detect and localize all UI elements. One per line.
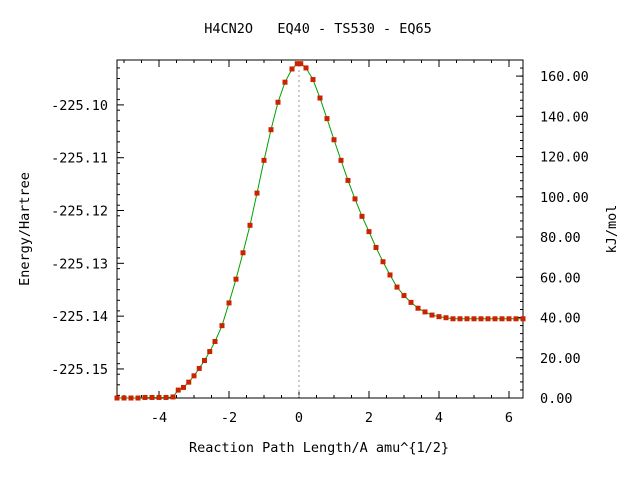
data-point: [401, 293, 407, 299]
data-point: [254, 190, 260, 196]
data-point: [408, 299, 414, 305]
y2-tick-label: 140.00: [540, 109, 589, 125]
y-tick-label: -225.13: [51, 256, 108, 272]
x-tick-label: -2: [221, 410, 237, 426]
x-tick-label: 4: [435, 410, 443, 426]
y-tick-label: -225.12: [51, 204, 108, 220]
data-point: [196, 365, 202, 371]
data-point: [303, 65, 309, 71]
x-tick-label: 6: [505, 410, 513, 426]
data-point: [282, 79, 288, 85]
data-point: [443, 315, 449, 321]
data-point: [298, 61, 304, 67]
data-point: [338, 157, 344, 163]
y-tick-label: -225.15: [51, 362, 108, 378]
data-point: [366, 229, 372, 235]
y-tick-label: -225.10: [51, 98, 108, 114]
data-point: [219, 323, 225, 329]
data-point: [478, 316, 484, 322]
data-point: [261, 157, 267, 163]
data-point: [207, 349, 213, 355]
data-point: [317, 95, 323, 101]
data-point: [352, 196, 358, 202]
data-point: [135, 395, 141, 401]
data-point: [457, 316, 463, 322]
data-point: [310, 77, 316, 83]
y2-axis-label: kJ/mol: [604, 205, 620, 254]
x-tick-label: 0: [295, 410, 303, 426]
data-point: [202, 358, 207, 363]
data-point: [149, 394, 155, 400]
data-point: [186, 379, 192, 385]
data-point: [142, 394, 148, 400]
data-point: [128, 395, 134, 401]
data-point: [275, 99, 281, 105]
data-point: [387, 272, 393, 278]
data-point: [450, 316, 456, 322]
y2-tick-label: 80.00: [540, 230, 581, 246]
plot-frame: [116, 59, 524, 399]
y2-tick-label: 40.00: [540, 311, 581, 327]
y2-tick-label: 100.00: [540, 190, 589, 206]
data-point: [485, 316, 491, 322]
data-point: [415, 305, 421, 311]
data-point: [373, 244, 379, 250]
data-point: [422, 309, 428, 315]
data-point: [499, 316, 505, 322]
data-point: [436, 314, 442, 320]
data-point: [324, 116, 330, 122]
y2-tick-label: 120.00: [540, 150, 589, 166]
data-point: [380, 259, 386, 265]
data-markers: [114, 61, 526, 401]
data-point: [181, 384, 186, 390]
data-point: [331, 137, 337, 143]
data-point: [226, 300, 232, 306]
y2-tick-label: 160.00: [540, 69, 589, 85]
data-point: [394, 284, 400, 290]
data-point: [240, 250, 246, 256]
y-tick-label: -225.14: [51, 309, 108, 325]
data-point: [345, 177, 351, 183]
data-point: [492, 316, 498, 322]
y2-tick-label: 20.00: [540, 351, 581, 367]
data-point: [520, 316, 526, 322]
data-point: [513, 316, 519, 322]
data-point: [212, 338, 218, 344]
data-point: [233, 276, 239, 282]
data-point: [289, 66, 295, 72]
y2-tick-label: 60.00: [540, 270, 581, 286]
data-point: [506, 316, 512, 322]
data-point: [156, 394, 162, 400]
chart-title: H4CN2O EQ40 - TS530 - EQ65: [204, 21, 432, 37]
x-tick-labels: -4 -2 0 2 4 6: [151, 410, 513, 426]
data-point: [114, 395, 120, 401]
energy-curve: [117, 63, 523, 399]
data-point: [268, 127, 274, 133]
data-point: [429, 312, 435, 318]
data-point: [170, 394, 176, 400]
data-point: [121, 395, 127, 401]
x-axis-label: Reaction Path Length/A amu^{1/2}: [189, 440, 449, 456]
axis-ticks: [117, 60, 523, 399]
data-point: [294, 61, 300, 67]
x-tick-label: 2: [365, 410, 373, 426]
y-tick-labels: -225.10 -225.11 -225.12 -225.13 -225.14 -225.…: [51, 98, 108, 378]
y-tick-label: -225.11: [51, 151, 108, 167]
data-point: [247, 222, 253, 228]
x-tick-label: -4: [151, 410, 167, 426]
data-point: [464, 316, 470, 322]
data-point: [175, 387, 181, 393]
data-point: [163, 394, 169, 400]
data-point: [359, 213, 365, 219]
y-axis-label: Energy/Hartree: [17, 172, 33, 286]
data-point: [191, 373, 197, 379]
data-point: [471, 316, 477, 322]
y2-tick-labels: 0.00 20.00 40.00 60.00 80.00 100.00 120.00 140.…: [540, 69, 589, 407]
y2-tick-label: 0.00: [540, 391, 573, 407]
